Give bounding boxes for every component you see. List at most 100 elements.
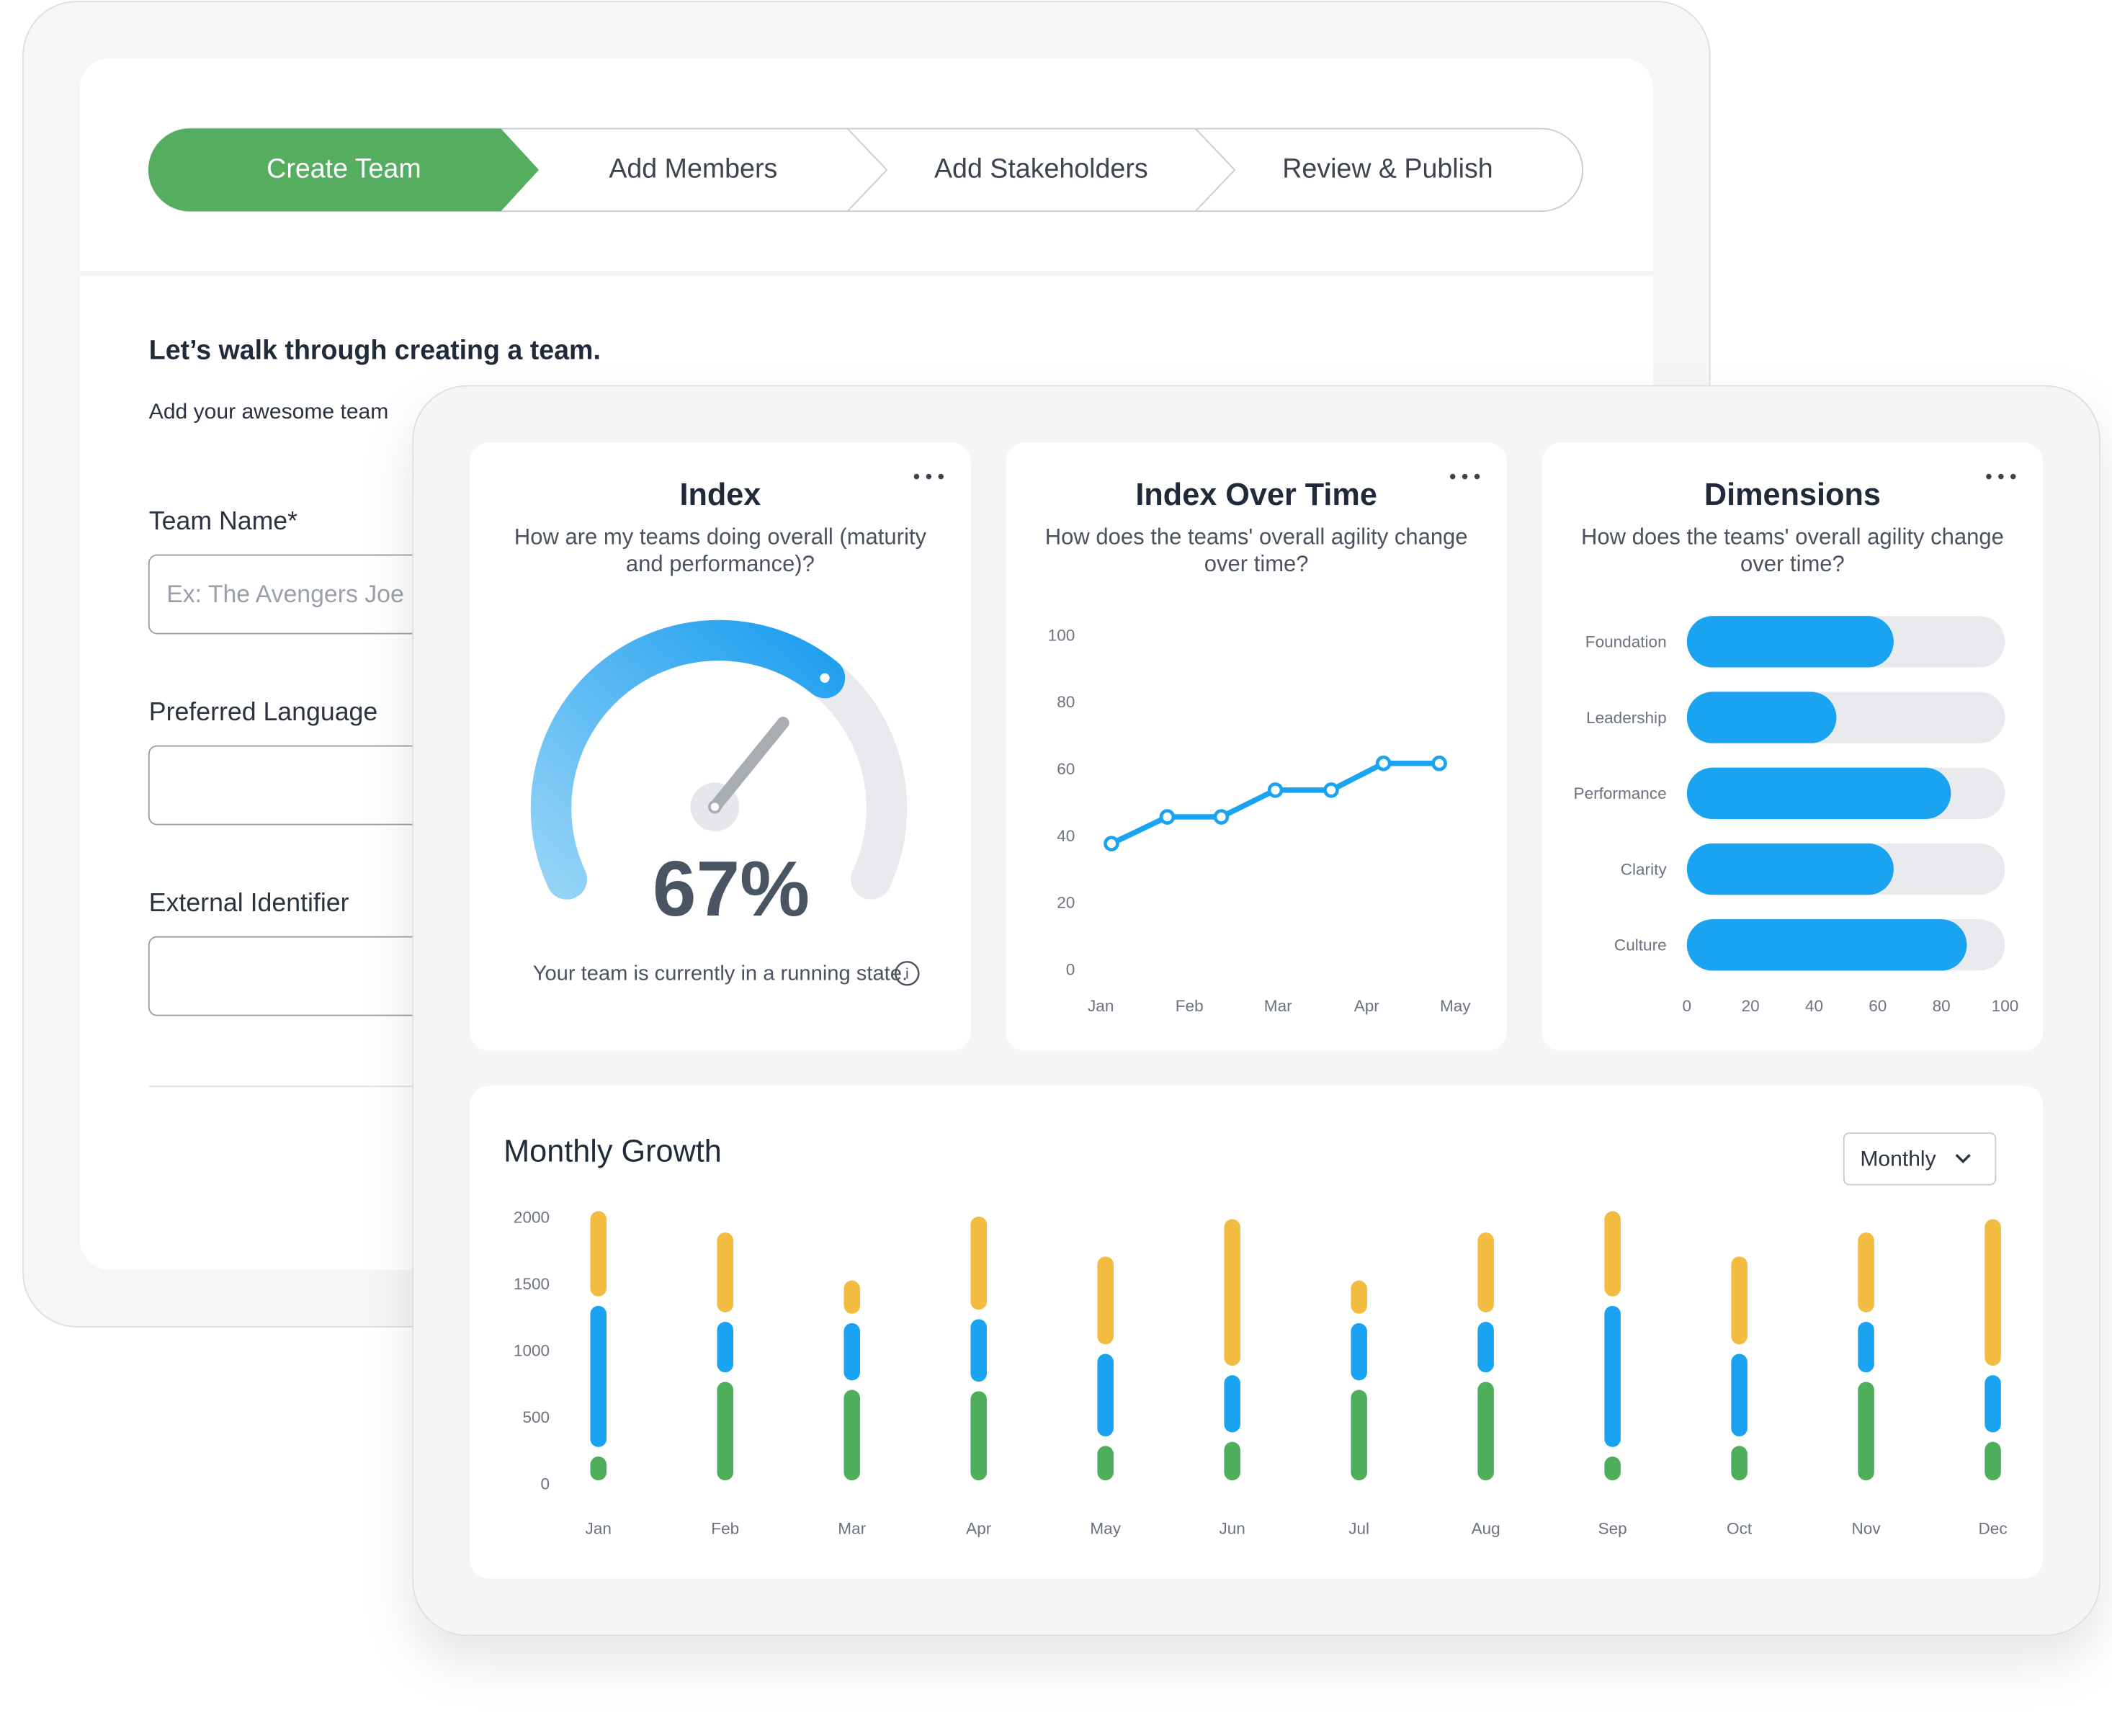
card — [1006, 442, 1507, 1051]
y-tick-label: 60 — [1057, 760, 1075, 778]
card-subtitle-box: How does the teams' overall agility chan… — [1580, 525, 2004, 577]
gauge-caption-box: Your team is currently in a running stat… — [533, 962, 908, 985]
x-tick-label: Mar — [838, 1520, 866, 1538]
card — [470, 1086, 2044, 1579]
form-heading: Let’s walk through creating a team. — [149, 335, 601, 365]
x-tick-label: Dec — [1979, 1520, 2008, 1538]
step[interactable]: Add Members — [609, 153, 777, 184]
info-i: i — [905, 966, 909, 983]
bar-segment — [1097, 1256, 1114, 1345]
x-tick-label: Mar — [1264, 997, 1292, 1015]
gauge-label: 67% — [653, 845, 810, 933]
bar-segment — [1097, 1446, 1114, 1481]
y-tick-label: 1500 — [514, 1275, 550, 1293]
y-tick-label: 100 — [1048, 626, 1075, 644]
bar-segment — [1604, 1457, 1621, 1481]
x-tick-label: 20 — [1742, 997, 1760, 1015]
x-tick-label: Jan — [1088, 997, 1114, 1015]
point — [1375, 755, 1392, 771]
x-tick-label: Jul — [1348, 1520, 1369, 1538]
bar-segment — [1604, 1211, 1621, 1297]
x-tick-label: 100 — [1992, 997, 2019, 1015]
bar-segment — [1985, 1219, 2001, 1366]
placeholder: Ex: The Avengers Joe — [166, 581, 404, 608]
bar-segment — [1858, 1322, 1874, 1373]
bar-segment — [590, 1457, 607, 1481]
info-icon — [895, 961, 920, 986]
point — [1104, 836, 1119, 851]
x-tick-label: May — [1090, 1520, 1121, 1538]
dropdown[interactable] — [1843, 1132, 1997, 1186]
bar-segment — [1351, 1323, 1367, 1381]
field-label: Preferred Language — [149, 697, 377, 726]
step[interactable]: Add Stakeholders — [934, 153, 1148, 184]
card — [470, 442, 971, 1051]
point — [1213, 809, 1230, 825]
step-chevrons — [846, 127, 1236, 212]
y-tick-label: 40 — [1057, 827, 1075, 845]
card-subtitle-box: How does the teams' overall agility chan… — [1044, 525, 1468, 577]
x-tick-label: 0 — [1683, 997, 1692, 1015]
card-subtitle: How are my teams doing overall (maturity… — [514, 525, 926, 577]
divider — [148, 1086, 529, 1088]
point — [1431, 755, 1447, 771]
x-tick-label: Oct — [1727, 1520, 1753, 1538]
gauge-value — [530, 619, 846, 900]
dropdown-label[interactable]: Monthly — [1860, 1147, 1936, 1171]
step[interactable]: Create Team — [267, 153, 421, 184]
card-title: Dimensions — [1704, 478, 1881, 512]
card-subtitle: How does the teams' overall agility chan… — [1044, 525, 1468, 577]
bar-segment — [844, 1390, 860, 1481]
bar-segment — [1351, 1390, 1367, 1481]
bar-segment — [1224, 1375, 1240, 1433]
bar-segment — [717, 1382, 734, 1481]
dropdown-chevron — [1955, 1153, 1971, 1163]
y-tick-label: 80 — [1057, 693, 1075, 711]
bar-segment — [1224, 1441, 1240, 1481]
bar — [1686, 616, 1894, 668]
gauge-knob — [820, 673, 830, 683]
x-tick-label: Apr — [966, 1520, 992, 1538]
bar — [1686, 919, 1967, 971]
menu-dots[interactable] — [913, 473, 2016, 480]
divider — [79, 270, 1653, 277]
bar-segment — [1985, 1375, 2001, 1433]
x-tick-label: Jan — [586, 1520, 612, 1538]
bar-segment — [1097, 1354, 1114, 1437]
category-label: Foundation — [1585, 633, 1667, 651]
x-tick-label: Sep — [1598, 1520, 1627, 1538]
bar-segment — [1858, 1382, 1874, 1481]
y-tick-label: 20 — [1057, 894, 1075, 912]
y-tick-label: 0 — [541, 1475, 550, 1493]
bar-segment — [1731, 1256, 1748, 1345]
bar-segment — [844, 1323, 860, 1381]
category-label: Leadership — [1586, 709, 1667, 727]
bar-segment — [1731, 1354, 1748, 1437]
needle — [708, 717, 789, 813]
bar-segment — [970, 1216, 987, 1310]
x-tick-label: Feb — [711, 1520, 739, 1538]
field-label: Team Name* — [149, 506, 297, 535]
step-active[interactable] — [148, 128, 540, 212]
bar-segment — [1351, 1280, 1367, 1314]
needle-pin — [707, 800, 722, 814]
card-title: Monthly Growth — [504, 1135, 722, 1169]
x-tick-label: 80 — [1933, 997, 1951, 1015]
bar-segment — [590, 1305, 607, 1447]
point — [1159, 809, 1176, 825]
bar-segment — [590, 1211, 607, 1297]
x-tick-label: Aug — [1472, 1520, 1500, 1538]
y-tick-label: 1000 — [514, 1342, 550, 1360]
bar — [1686, 692, 1837, 743]
point — [1323, 782, 1339, 798]
x-tick-label: Jun — [1219, 1520, 1245, 1538]
x-tick-label: Nov — [1852, 1520, 1881, 1538]
y-tick-label: 0 — [1066, 961, 1075, 979]
bar-segment — [970, 1391, 987, 1481]
step[interactable]: Review & Publish — [1282, 153, 1493, 184]
card-subtitle: How does the teams' overall agility chan… — [1580, 525, 2004, 577]
bar-segment — [1731, 1446, 1748, 1481]
card-title: Index Over Time — [1135, 478, 1377, 512]
